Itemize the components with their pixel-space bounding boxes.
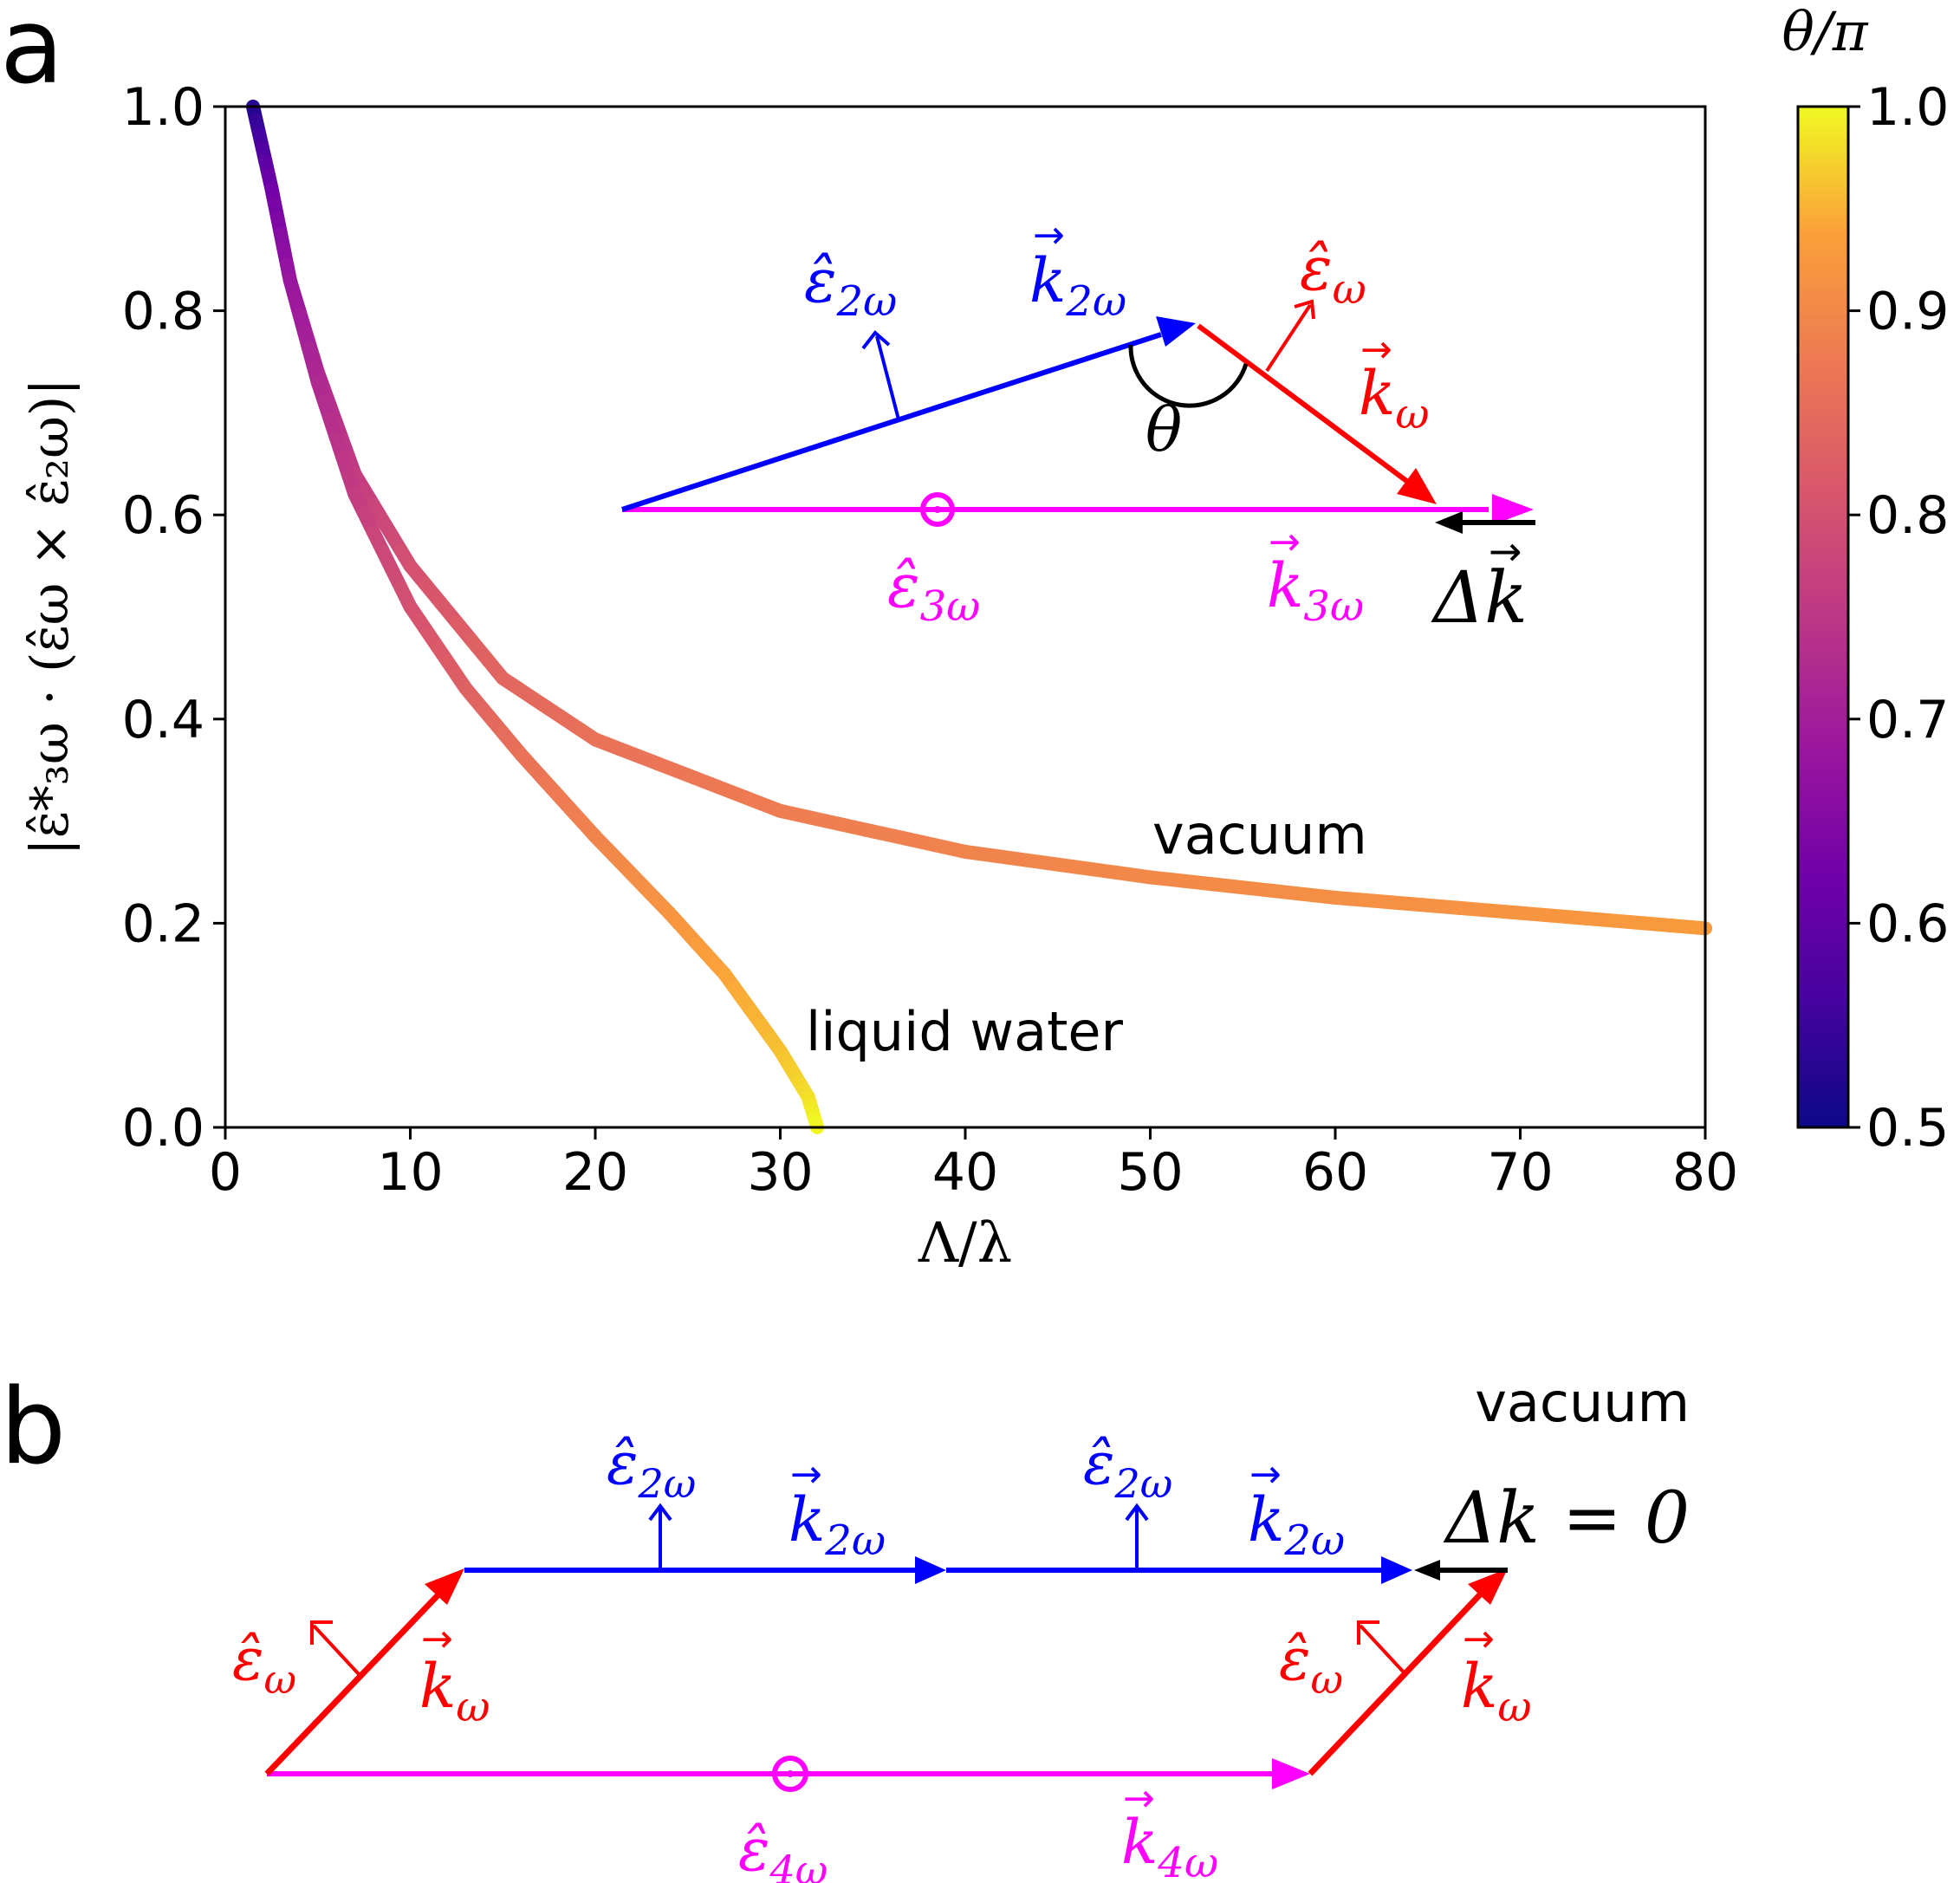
b-ew-label-1: ε̂ω — [232, 1626, 296, 1703]
x-tick-label: 20 — [562, 1142, 628, 1203]
x-axis: 0 10 20 30 40 50 60 70 80 — [209, 1127, 1738, 1203]
y-axis-label: |ε̂*₃ω · (ε̂ω × ε̂₂ω)| — [20, 378, 81, 855]
y-tick-label: 0.0 — [122, 1098, 204, 1159]
curve-segment — [1667, 919, 1712, 936]
colorbar-tick-label: 0.6 — [1866, 893, 1949, 954]
b-k4w-arrow-accent: → — [1123, 1776, 1155, 1821]
k3w-arrow-accent: → — [1269, 520, 1301, 564]
theta-label: θ — [1145, 394, 1182, 465]
e3w-label: ε̂3ω — [887, 550, 980, 631]
x-tick-label: 30 — [747, 1142, 813, 1203]
b-k2w-arrow-accent-1: → — [790, 1452, 822, 1497]
panel-a-label: a — [0, 0, 64, 107]
vacuum-curve-label: vacuum — [1152, 803, 1367, 867]
kw-arrow-accent: → — [1360, 328, 1392, 372]
colorbar-title: θ/π — [1782, 0, 1869, 63]
ew-label: ε̂ω — [1300, 233, 1366, 314]
b-e2w-label-1: ε̂2ω — [607, 1430, 696, 1507]
y-tick-label: 0.4 — [122, 690, 204, 750]
colorbar-tick-label: 0.9 — [1866, 282, 1949, 342]
colorbar-tick-label: 0.5 — [1866, 1098, 1949, 1159]
x-tick-label: 60 — [1302, 1142, 1368, 1203]
x-tick-label: 80 — [1672, 1142, 1738, 1203]
b-e4w-label: ε̂4ω — [738, 1816, 827, 1883]
series-vacuum — [246, 100, 1712, 936]
y-axis: 0.0 0.2 0.4 0.6 0.8 1.0 — [122, 77, 225, 1159]
y-tick-label: 0.8 — [122, 282, 204, 342]
water-curve-label: liquid water — [806, 1000, 1124, 1063]
b-kw-label-2: kω — [1461, 1651, 1532, 1731]
kw-label: kω — [1359, 358, 1430, 438]
y-tick-label: 1.0 — [122, 77, 204, 138]
b-k4w-label: k4ω — [1121, 1807, 1218, 1883]
series-liquid-water — [246, 100, 825, 1134]
delta-k-label: Δk — [1431, 557, 1528, 640]
x-tick-label: 70 — [1487, 1142, 1553, 1203]
b-k2w-arrow-accent-2: → — [1249, 1452, 1282, 1497]
x-tick-label: 40 — [932, 1142, 998, 1203]
x-axis-label: Λ/λ — [918, 1211, 1012, 1276]
x-tick-label: 10 — [377, 1142, 443, 1203]
k2w-label: k2ω — [1029, 245, 1126, 326]
x-tick-label: 50 — [1117, 1142, 1183, 1203]
colorbar-axis: 0.5 0.6 0.7 0.8 0.9 1.0 — [1848, 77, 1949, 1159]
colorbar — [1796, 105, 1850, 1129]
data-curves — [246, 100, 1712, 1134]
k2w-arrow-accent: → — [1033, 213, 1065, 257]
colorbar-tick-label: 0.7 — [1866, 690, 1949, 750]
colorbar-tick-label: 0.8 — [1866, 485, 1949, 546]
b-kw-arrow-accent-1: → — [421, 1617, 453, 1661]
x-tick-label: 0 — [209, 1142, 242, 1203]
k3w-label: k3ω — [1267, 550, 1364, 631]
b-e2w-label-2: ε̂2ω — [1083, 1430, 1172, 1507]
panel-b-label: b — [0, 1367, 66, 1488]
b-k2w-label-2: k2ω — [1248, 1484, 1345, 1565]
b-kw-arrow-accent-2: → — [1463, 1617, 1495, 1661]
y-tick-label: 0.6 — [122, 485, 204, 546]
delta-k-arrow-accent: → — [1489, 528, 1522, 575]
panel-b-condition: Δk = 0 — [1443, 1477, 1690, 1560]
b-ew-label-2: ε̂ω — [1279, 1626, 1343, 1703]
panel-b-diagram — [264, 1503, 1508, 1792]
y-tick-label: 0.2 — [122, 893, 204, 954]
e2w-label: ε̂2ω — [804, 245, 897, 326]
panel-b-medium: vacuum — [1475, 1371, 1690, 1434]
colorbar-tick-label: 1.0 — [1866, 77, 1949, 138]
b-k2w-label-1: k2ω — [789, 1484, 886, 1565]
inset-diagram — [621, 299, 1535, 534]
b-kw-label-1: kω — [419, 1651, 490, 1731]
